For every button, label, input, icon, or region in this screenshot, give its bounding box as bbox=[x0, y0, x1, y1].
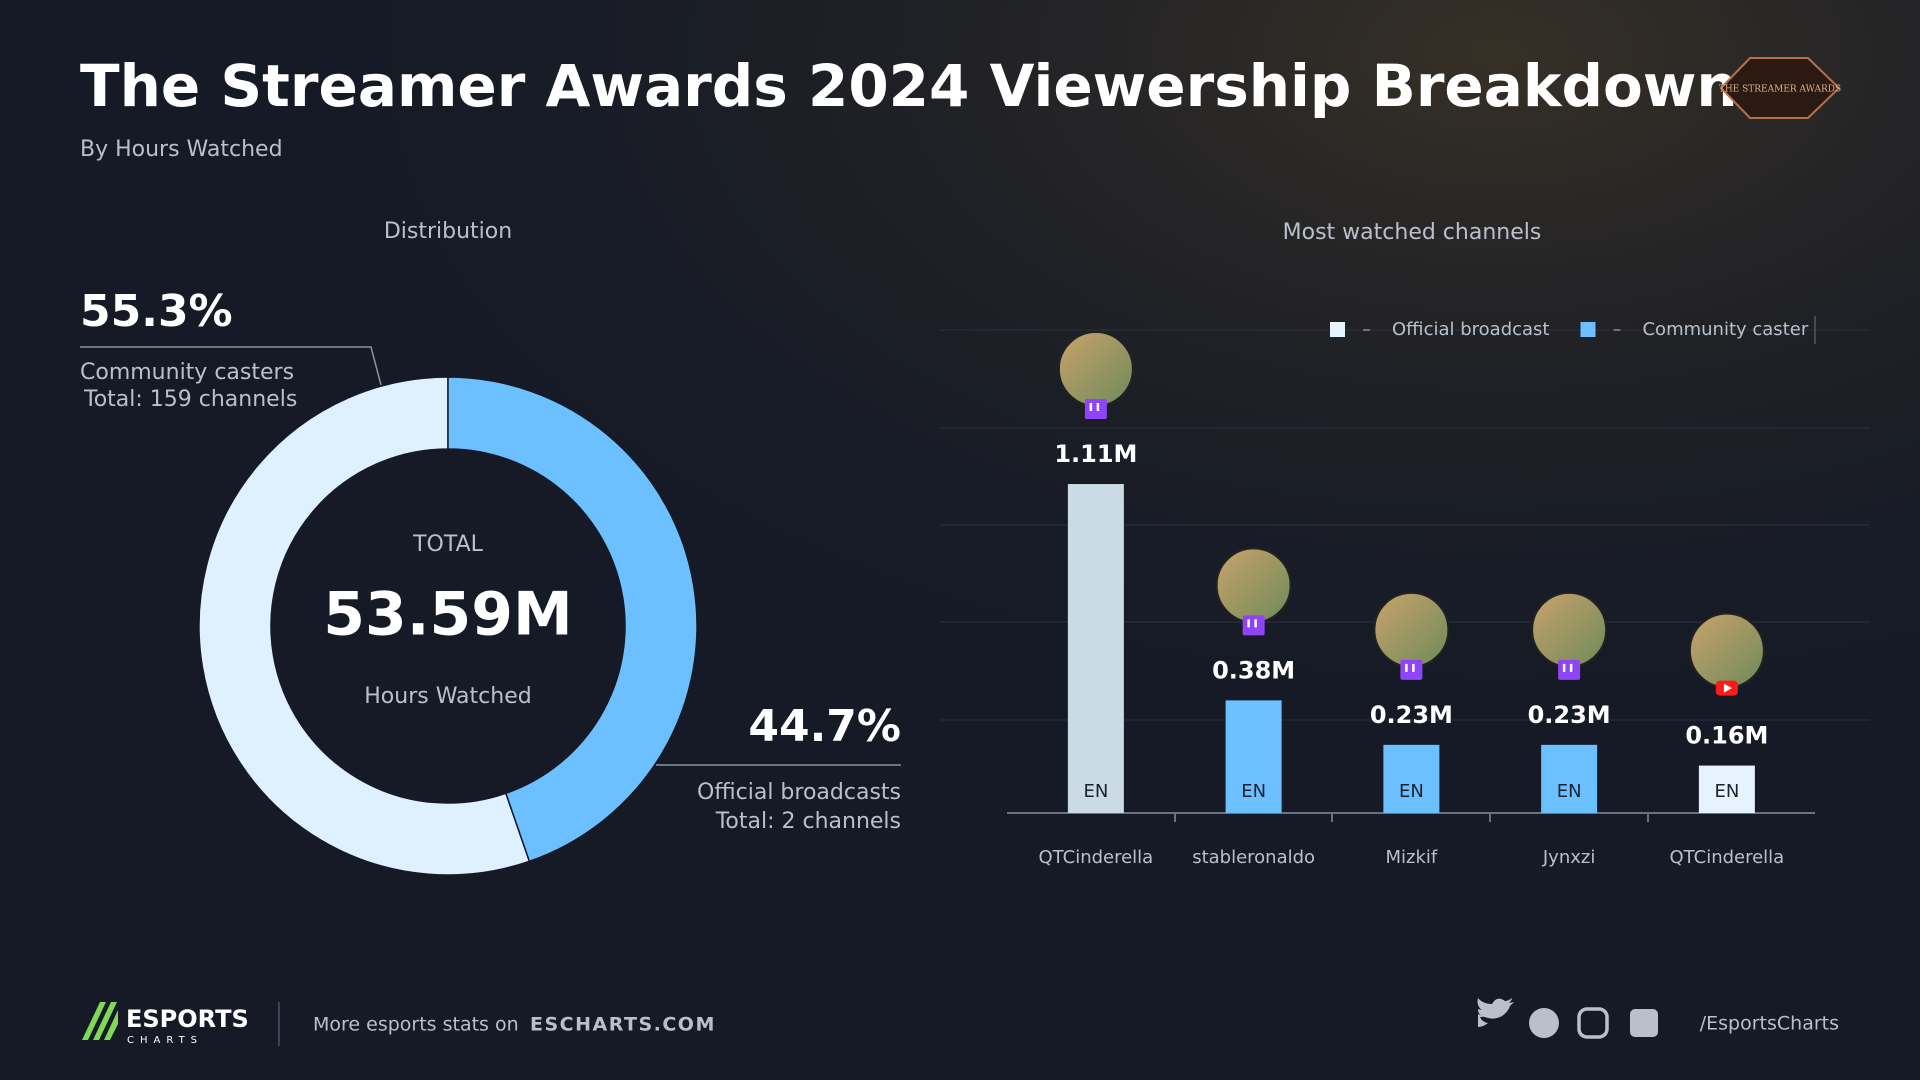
legend-swatch bbox=[1330, 322, 1345, 337]
category-label: Jynxzi bbox=[1542, 847, 1595, 868]
event-logo: THE STREAMER AWARDS bbox=[1719, 57, 1841, 119]
facebook-icon[interactable] bbox=[1529, 1008, 1559, 1038]
bar bbox=[1225, 700, 1282, 813]
social-icons bbox=[1477, 998, 1658, 1039]
total-value: 53.59M bbox=[323, 580, 573, 650]
footer-handle[interactable]: /EsportsCharts bbox=[1700, 1013, 1839, 1035]
linkedin-icon[interactable] bbox=[1630, 1009, 1658, 1037]
platform-glyph bbox=[1723, 683, 1732, 693]
slice-value-label: 44.7% bbox=[748, 701, 901, 752]
channel-avatar bbox=[1688, 612, 1765, 689]
language-label: EN bbox=[1083, 781, 1108, 802]
total-label: TOTAL bbox=[412, 532, 484, 557]
platform-icon bbox=[1400, 659, 1423, 680]
bar-value-label: 0.38M bbox=[1212, 656, 1295, 684]
bar bbox=[1067, 484, 1124, 813]
axis-ticks bbox=[1174, 813, 1649, 822]
platform-icon bbox=[1558, 659, 1581, 680]
chart-title: Distribution bbox=[384, 219, 512, 244]
platform-icon bbox=[1242, 615, 1265, 636]
legend-swatch bbox=[1580, 322, 1596, 337]
language-label: EN bbox=[1714, 781, 1739, 802]
language-label: EN bbox=[1399, 781, 1424, 802]
chart-title: Most watched channels bbox=[1283, 220, 1542, 245]
brand-sub: CHARTS bbox=[127, 1035, 203, 1046]
slice-label: Community casters bbox=[80, 360, 294, 385]
channel-avatar bbox=[1531, 591, 1608, 668]
leader-line bbox=[80, 346, 382, 386]
brand: ESPORTS bbox=[126, 1005, 249, 1033]
bar bbox=[1383, 744, 1440, 813]
footer-link[interactable]: ESCHARTS.COM bbox=[530, 1014, 716, 1036]
legend-label: Community caster bbox=[1642, 319, 1808, 340]
category-label: QTCinderella bbox=[1670, 847, 1785, 868]
platform-glyph bbox=[1247, 619, 1257, 628]
donut-slice bbox=[198, 376, 531, 876]
platform-glyph bbox=[1405, 663, 1415, 672]
slice-value-label: 55.3% bbox=[80, 286, 233, 337]
bar bbox=[1698, 765, 1755, 813]
category-label: Mizkif bbox=[1386, 847, 1438, 868]
platform-glyph bbox=[1089, 403, 1100, 412]
channel-avatar bbox=[1057, 331, 1134, 408]
title: The Streamer Awards 2024 Viewership Brea… bbox=[80, 52, 1738, 120]
slice-note: Total: 2 channels bbox=[715, 809, 901, 834]
channel-avatar bbox=[1373, 591, 1450, 668]
twitter-icon[interactable] bbox=[1477, 998, 1515, 1027]
category-label: stableronaldo bbox=[1192, 847, 1315, 868]
slice-label: Official broadcasts bbox=[697, 780, 901, 805]
platform-icon bbox=[1084, 399, 1107, 420]
brand-icon bbox=[82, 1002, 118, 1040]
bar-value-label: 0.23M bbox=[1370, 701, 1453, 729]
bar-value-label: 0.16M bbox=[1685, 722, 1768, 750]
slice-note: Total: 159 channels bbox=[83, 387, 297, 412]
legend-label: Official broadcast bbox=[1392, 319, 1549, 340]
instagram-icon[interactable] bbox=[1577, 1007, 1609, 1039]
bar-chart: Most watched channels Official broadcast… bbox=[940, 220, 1870, 868]
logo-text: THE STREAMER AWARDS bbox=[1719, 85, 1841, 95]
bar-value-label: 0.23M bbox=[1528, 701, 1611, 729]
platform-glyph bbox=[1562, 663, 1573, 672]
category-label: QTCinderella bbox=[1039, 847, 1154, 868]
language-label: EN bbox=[1557, 781, 1582, 802]
donut-slice bbox=[447, 376, 698, 863]
footer: ESPORTS CHARTS More esports stats on ESC… bbox=[82, 998, 1839, 1046]
subtitle: By Hours Watched bbox=[80, 137, 283, 162]
bar-value-label: 1.11M bbox=[1054, 440, 1137, 468]
donut-chart: Distribution 55.3% Community casters Tot… bbox=[80, 219, 901, 876]
language-label: EN bbox=[1241, 781, 1266, 802]
total-caption: Hours Watched bbox=[364, 684, 531, 709]
channel-avatar bbox=[1215, 547, 1292, 624]
bar bbox=[1541, 744, 1598, 813]
footer-text: More esports stats on bbox=[313, 1014, 519, 1036]
